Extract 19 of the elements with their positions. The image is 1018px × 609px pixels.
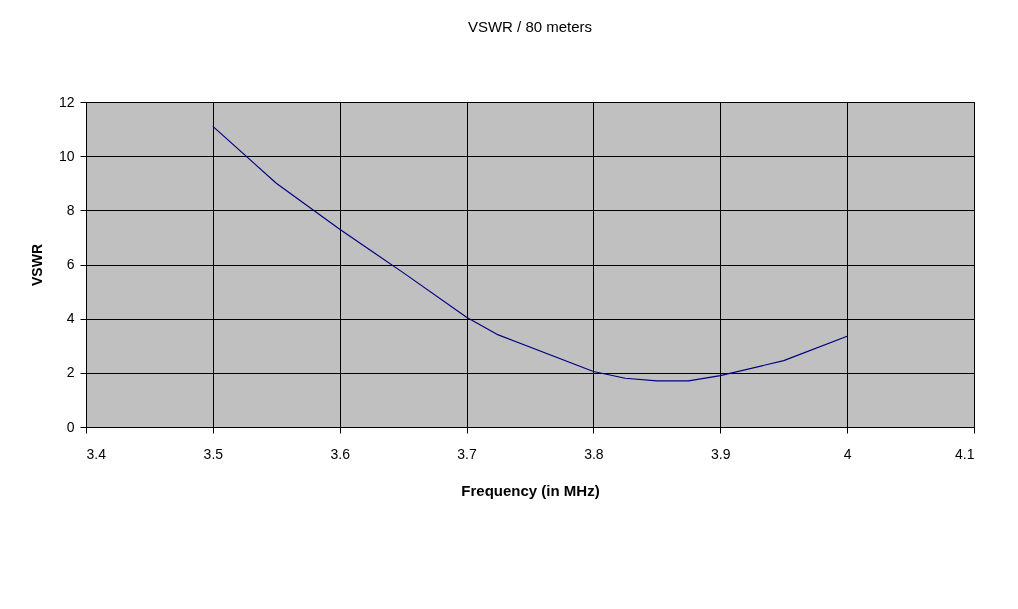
x-tick-label: 3.7 bbox=[457, 445, 478, 462]
x-axis-title: Frequency (in MHz) bbox=[461, 481, 600, 499]
x-tick-label: 3.6 bbox=[330, 445, 351, 462]
x-tick-label: 3.5 bbox=[203, 445, 224, 462]
x-tick-label: 3.8 bbox=[584, 445, 604, 462]
line-series bbox=[212, 125, 848, 382]
y-tick-label: 8 bbox=[66, 201, 75, 218]
y-tick-label: 10 bbox=[58, 147, 75, 164]
x-tick-label: 4 bbox=[843, 445, 852, 462]
x-tick-label: 3.9 bbox=[711, 445, 731, 462]
y-tick-label: 2 bbox=[66, 364, 75, 381]
y-tick-label: 0 bbox=[66, 418, 75, 435]
y-axis-title: VSWR bbox=[28, 244, 45, 286]
x-tick-label: 3.4 bbox=[86, 445, 107, 462]
y-tick-label: 12 bbox=[58, 93, 75, 110]
y-tick-label: 6 bbox=[66, 256, 75, 272]
x-tick-label: 4.1 bbox=[955, 445, 975, 462]
chart-title: VSWR / 80 meters bbox=[467, 18, 593, 35]
y-tick-label: 4 bbox=[66, 310, 75, 327]
